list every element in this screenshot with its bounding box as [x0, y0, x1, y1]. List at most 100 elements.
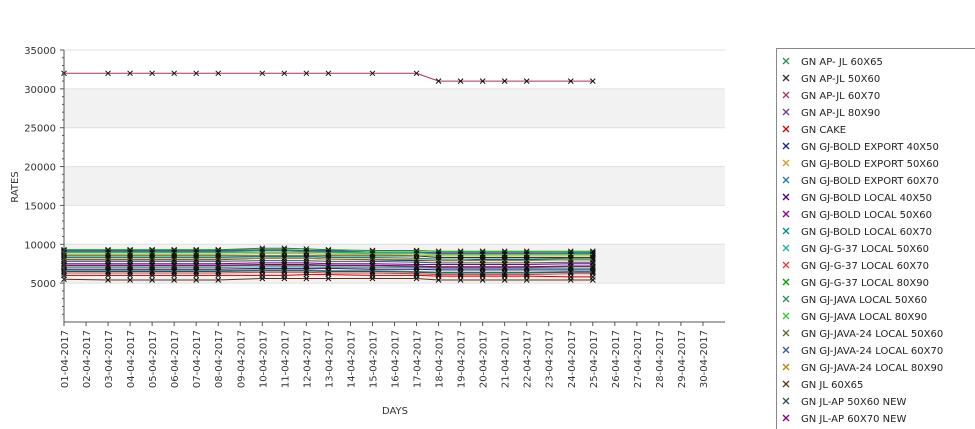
y-tick-label: 5000: [31, 279, 56, 290]
legend-box: [776, 48, 975, 429]
legend-entry: GN GJ-G-37 LOCAL 50X60: [801, 244, 929, 255]
data-point: [589, 256, 596, 263]
data-point: [589, 251, 596, 258]
y-tick-label: 15000: [24, 201, 56, 212]
data-point: [105, 277, 111, 283]
data-point: [589, 277, 596, 283]
legend-entry: GN JL-AP 60X70 NEW: [801, 414, 906, 425]
x-tick-label: 14-04-2017: [346, 330, 357, 388]
data-point: [303, 248, 310, 255]
legend-marker: [782, 278, 790, 286]
data-point: [149, 263, 155, 269]
data-point: [303, 275, 310, 282]
data-point: [435, 264, 442, 271]
legend-marker: [782, 159, 790, 167]
legend-marker: [782, 91, 790, 99]
legend-entry: GN JL 60X65: [801, 380, 863, 391]
series-line: [64, 256, 593, 260]
data-point: [171, 256, 178, 262]
y-tick-label: 30000: [24, 85, 56, 96]
series-line: [64, 249, 593, 254]
x-tick-label: 18-04-2017: [435, 330, 446, 388]
legend-entry: GN GJ-JAVA LOCAL 50X60: [801, 295, 927, 306]
data-point: [127, 262, 133, 269]
data-point: [413, 263, 420, 269]
x-tick-label: 29-04-2017: [677, 330, 688, 388]
data-point: [369, 267, 376, 274]
x-axis-ticks: 01-04-2017 02-04-2017 03-04-2017 04-04-2017…: [60, 322, 710, 388]
data-point: [281, 255, 288, 262]
data-point: [501, 250, 508, 257]
data-point: [523, 78, 530, 84]
data-point: [479, 269, 486, 276]
series-line: [64, 257, 593, 262]
data-point: [149, 277, 155, 283]
data-point: [303, 267, 310, 274]
x-tick-label: 08-04-2017: [214, 330, 225, 388]
legend-entry: GN GJ-JAVA LOCAL 80X90: [801, 312, 927, 323]
data-point: [105, 263, 111, 269]
data-point: [457, 251, 464, 258]
series-line: [64, 271, 593, 276]
data-point: [303, 255, 310, 262]
data-point: [501, 269, 508, 276]
data-point: [171, 277, 178, 283]
data-point: [501, 264, 508, 271]
data-point: [479, 270, 486, 276]
legend-marker: [782, 244, 790, 252]
data-point: [325, 249, 332, 256]
data-point: [325, 256, 332, 262]
data-point: [589, 263, 596, 270]
data-point: [105, 267, 111, 274]
legend-entry: GN AP-JL 50X60: [801, 74, 880, 85]
x-tick-label: 04-04-2017: [126, 330, 137, 388]
data-point: [259, 70, 266, 77]
data-point: [457, 270, 464, 276]
data-point: [457, 250, 464, 257]
data-point: [413, 275, 420, 282]
data-point: [567, 251, 574, 258]
data-point: [523, 257, 530, 264]
legend-marker: [782, 142, 790, 150]
data-point: [127, 249, 133, 256]
data-point: [523, 250, 530, 257]
legend-marker: [782, 346, 790, 354]
y-tick-label: 25000: [24, 124, 56, 135]
data-point: [325, 268, 332, 275]
data-point: [149, 70, 155, 77]
series-line: [64, 255, 593, 258]
x-tick-label: 25-04-2017: [589, 330, 600, 388]
legend-marker: [782, 397, 790, 405]
x-axis-label: DAYS: [382, 406, 408, 417]
data-point: [325, 263, 332, 269]
data-point: [215, 256, 222, 262]
data-point: [567, 268, 574, 275]
legend-entry: GN GJ-JAVA-24 LOCAL 50X60: [801, 329, 943, 340]
data-point: [479, 277, 486, 283]
data-point: [193, 262, 200, 269]
series-line: [64, 269, 593, 273]
x-tick-label: 06-04-2017: [170, 330, 181, 388]
data-point: [193, 70, 200, 77]
x-tick-label: 16-04-2017: [391, 330, 402, 388]
data-point: [281, 249, 288, 255]
data-point: [413, 70, 420, 77]
data-point: [149, 267, 155, 274]
x-tick-label: 24-04-2017: [567, 330, 578, 388]
series-line: [64, 253, 593, 257]
data-point: [127, 267, 133, 274]
data-point: [369, 70, 376, 77]
series-line: [64, 264, 593, 268]
data-point: [479, 263, 486, 270]
data-point: [127, 70, 133, 77]
data-point: [171, 263, 178, 269]
x-tick-label: 21-04-2017: [501, 330, 512, 388]
x-tick-label: 15-04-2017: [368, 330, 379, 388]
x-tick-label: 30-04-2017: [699, 330, 710, 388]
series-line: [64, 251, 593, 255]
data-point: [303, 70, 310, 77]
data-point: [501, 78, 508, 84]
series-line: [64, 262, 593, 265]
series-line: [64, 247, 593, 252]
legend-marker: [782, 57, 790, 65]
